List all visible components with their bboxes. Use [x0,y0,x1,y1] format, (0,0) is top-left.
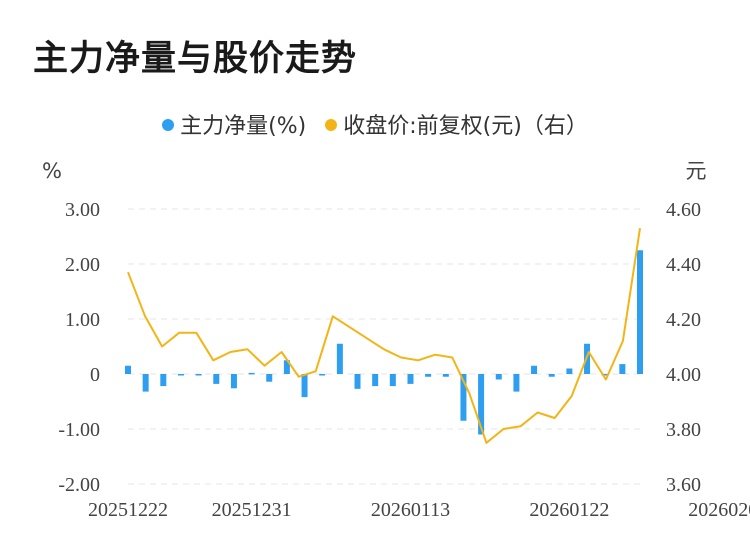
legend-item-close-price[interactable]: 收盘价:前复权(元)（右） [325,108,588,140]
legend-swatch-net-volume [162,119,175,131]
y-left-unit: % [42,159,62,183]
bar [319,374,326,376]
bar [637,250,643,374]
bar [354,374,361,389]
bar [177,374,184,376]
legend-label-close-price: 收盘价:前复权(元)（右） [343,114,588,139]
y-right-tick-label: 4.00 [666,364,701,386]
y-right-tick-label: 4.60 [666,199,701,221]
bar [619,364,626,374]
chart-title: 主力净量与股价走势 [33,39,358,79]
chart-legend: 主力净量(%) 收盘价:前复权(元)（右） [0,108,750,140]
bar [142,374,149,392]
y-right-tick-label: 4.40 [666,254,701,276]
grid-lines [128,208,640,485]
y-right-tick-label: 3.60 [666,474,701,496]
y-left-tick-label: -1.00 [58,419,100,441]
bar [266,374,273,382]
x-tick-label: 20260122 [529,499,609,521]
bar [195,374,202,376]
bar [336,343,343,374]
bar [213,374,220,384]
legend-label-net-volume: 主力净量(%) [180,114,307,139]
bar [442,374,449,377]
bar [125,365,131,374]
price-line [127,228,641,444]
bar [248,372,255,375]
legend-swatch-close-price [325,119,338,131]
y-left-tick-label: -2.00 [58,474,100,496]
bar [478,374,485,435]
legend-item-net-volume[interactable]: 主力净量(%) [162,108,306,140]
bar [531,365,538,374]
y-left-tick-label: 1.00 [65,309,100,331]
x-tick-label: 20251231 [212,499,292,521]
x-tick-label: 20260113 [371,499,450,521]
y-left-tick-label: 0 [90,364,100,386]
x-tick-label: 20251222 [88,499,168,521]
line-series [127,228,641,444]
y-left-tick-label: 3.00 [65,199,100,221]
y-right-tick-label: 4.20 [666,309,701,331]
bar [407,374,414,384]
bar [160,374,167,387]
bar [283,360,290,374]
bar [548,374,555,377]
bar [460,374,467,421]
bar [372,374,379,387]
y-left-tick-label: 2.00 [65,254,100,276]
bar [566,368,573,374]
bar [513,374,520,392]
x-tick-label: 20260202 [688,499,750,521]
bar [389,374,396,387]
axis-labels: 3.00 2.00 1.00 0 -1.00 -2.00 4.60 4.40 4.20 4.00 3… [42,159,750,521]
bar [301,374,308,398]
bar [425,374,432,377]
bar [601,374,608,376]
y-right-tick-label: 3.80 [666,419,701,441]
bar [495,374,502,380]
y-right-unit: 元 [686,159,707,183]
bar [230,374,237,389]
